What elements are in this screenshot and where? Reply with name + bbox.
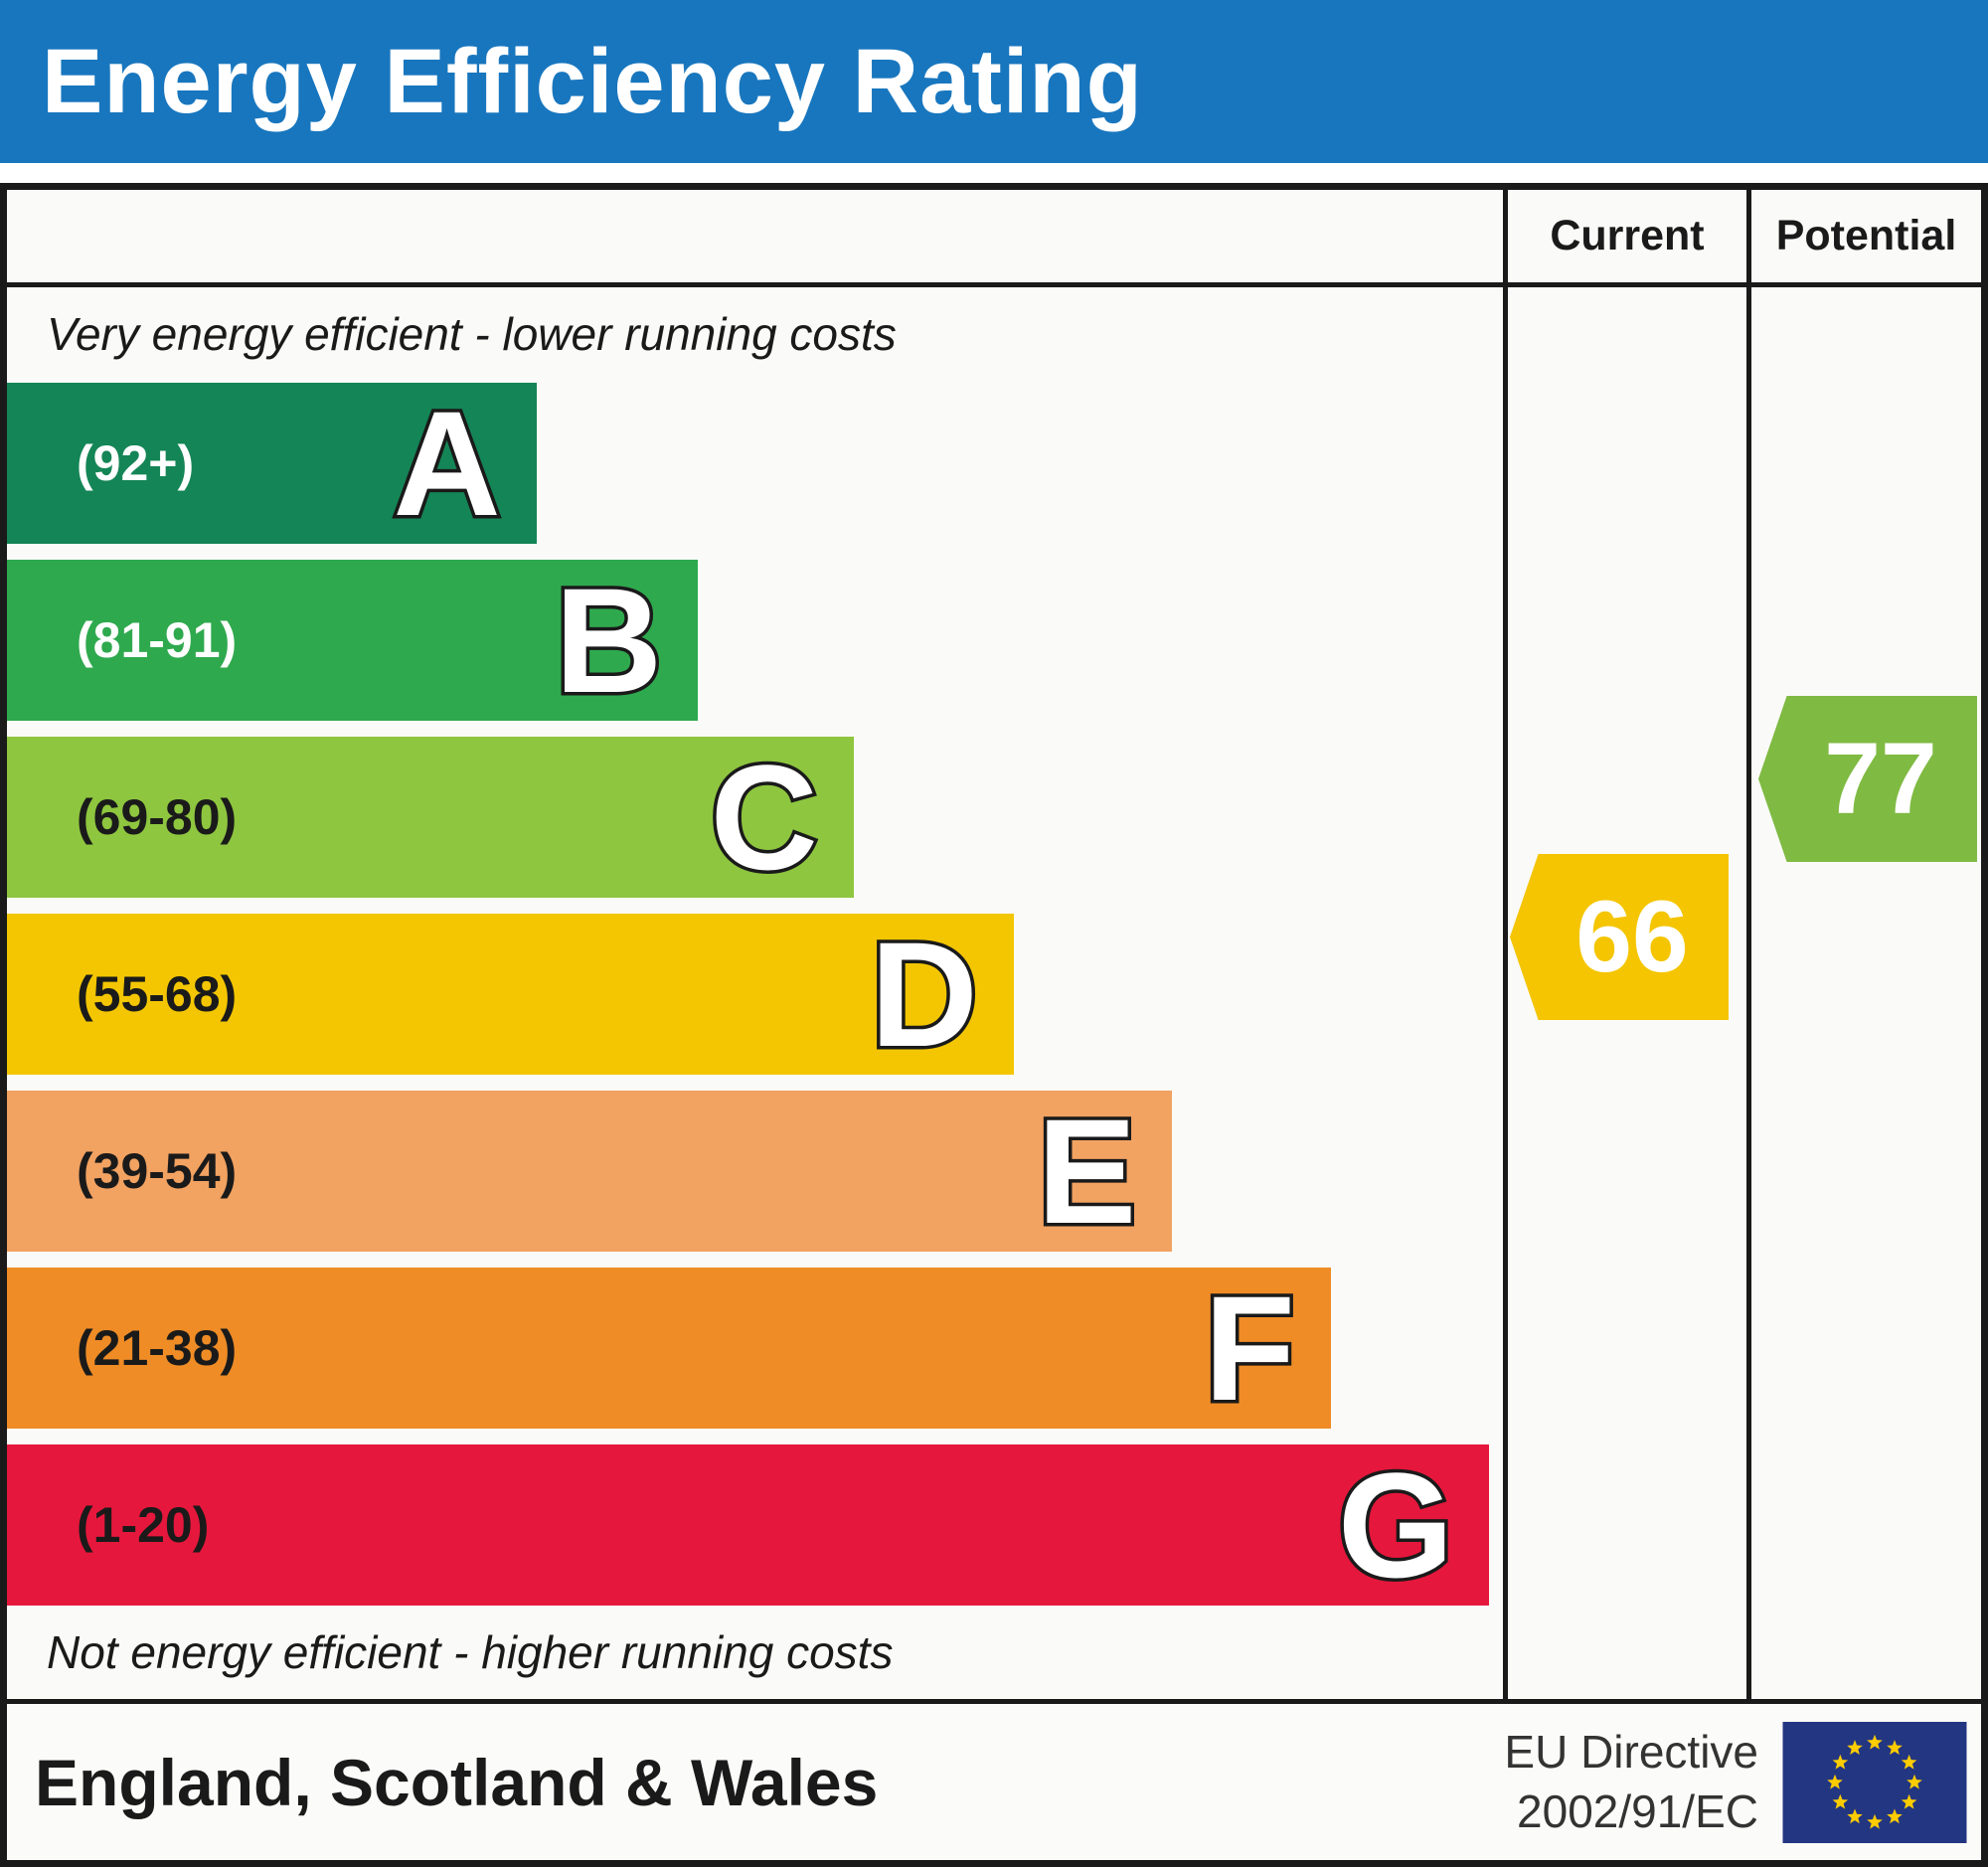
caption-not-efficient: Not energy efficient - higher running co… [47,1626,894,1678]
band-f-letter: F [1201,1265,1299,1432]
column-header-potential: Potential [1775,212,1957,259]
band-g: (1-20) G [7,1442,1490,1609]
band-b: (81-91) B [7,557,699,724]
column-header-row: Current Potential [7,190,1981,287]
band-f: (21-38) F [7,1268,1331,1429]
eu-directive-line2: 2002/91/EC [1517,1784,1758,1837]
band-c-letter: C [707,734,821,901]
eu-directive-label: EU Directive 2002/91/EC [1504,1723,1758,1842]
band-list: (92+) A (81-91) B (69-80) C (55-68) D (3… [7,383,1503,1606]
potential-rating-tag: 77 [1758,696,1977,862]
current-rating-column: 66 [1503,287,1746,1699]
band-b-range: (81-91) [77,612,238,668]
potential-rating-value: 77 [1824,722,1937,835]
footer-row: England, Scotland & Wales EU Directive 2… [7,1699,1981,1860]
band-e: (39-54) E [7,1088,1173,1255]
band-c: (69-80) C [7,737,854,898]
band-c-range: (69-80) [77,789,238,845]
band-d-range: (55-68) [77,966,238,1022]
band-e-letter: E [1034,1088,1140,1255]
header-cell-potential: Potential [1746,190,1981,282]
potential-rating-column: 77 [1746,287,1981,1699]
chart-body-row: Very energy efficient - lower running co… [7,287,1981,1699]
bands-area: Very energy efficient - lower running co… [7,287,1503,1699]
page-title: Energy Efficiency Rating [42,30,1143,132]
band-a-range: (92+) [77,435,195,491]
eu-flag-icon [1782,1721,1967,1843]
current-rating-tag: 66 [1510,854,1729,1020]
band-g-letter: G [1334,1442,1457,1609]
title-bar: Energy Efficiency Rating [0,0,1988,163]
region-label: England, Scotland & Wales [35,1745,879,1819]
epc-rating-chart: Current Potential Very energy efficient … [0,183,1988,1867]
band-e-range: (39-54) [77,1143,238,1199]
header-cell-current: Current [1503,190,1746,282]
eu-directive-line1: EU Directive [1504,1725,1758,1778]
band-d: (55-68) D [7,914,1014,1075]
column-header-current: Current [1550,212,1705,259]
band-a: (92+) A [7,383,537,544]
band-d-letter: D [867,911,981,1078]
band-b-letter: B [551,557,665,724]
band-g-range: (1-20) [77,1497,210,1553]
caption-very-efficient: Very energy efficient - lower running co… [47,308,897,360]
band-a-letter: A [390,380,504,547]
current-rating-value: 66 [1575,880,1689,993]
band-f-range: (21-38) [77,1320,238,1376]
header-cell-empty [7,190,1503,282]
